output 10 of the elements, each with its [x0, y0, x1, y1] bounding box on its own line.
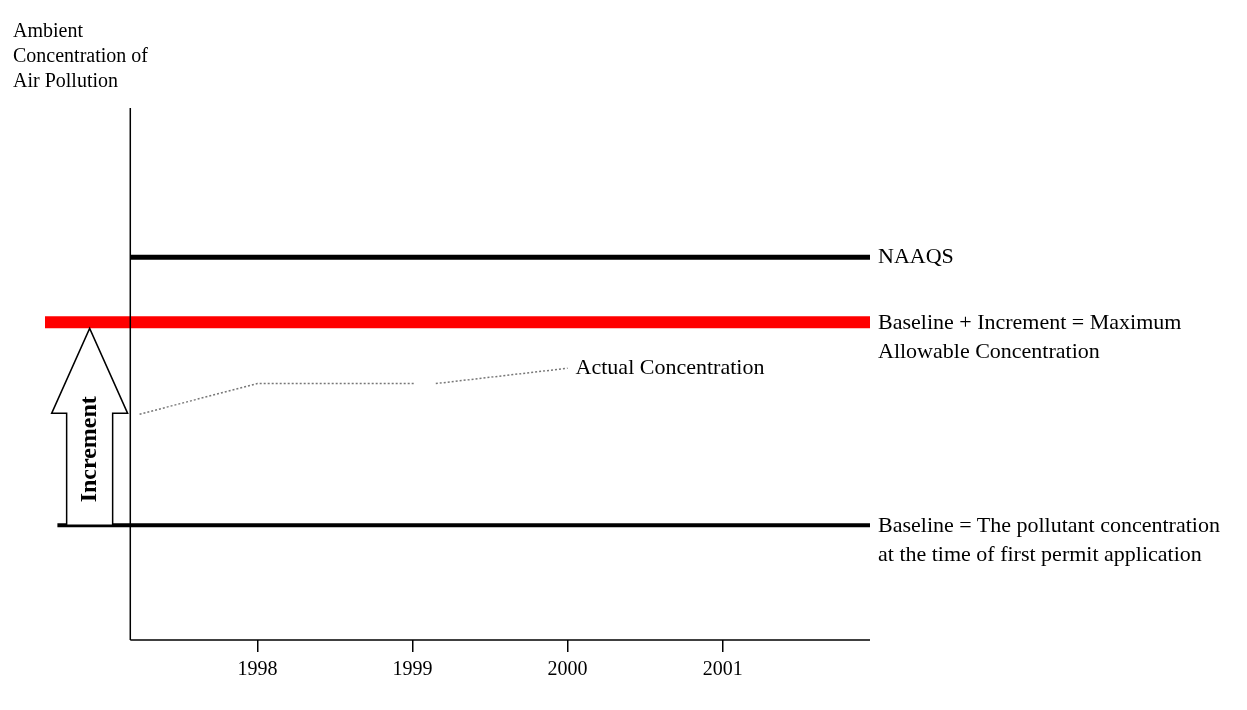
- series-label: Actual Concentration: [575, 354, 765, 380]
- x-tick-label: 2001: [702, 657, 743, 680]
- series-label: NAAQS: [878, 243, 954, 269]
- annotation: Increment: [74, 396, 101, 503]
- series-label: Baseline + Increment = Maximum Allowable Concentration: [878, 309, 1182, 364]
- x-tick-label: 1999: [392, 657, 433, 680]
- x-tick-label: 2000: [547, 657, 588, 680]
- x-tick-label: 1998: [237, 657, 278, 680]
- text: Ambient Concentration of Air Pollution: [13, 19, 149, 92]
- series-label: Baseline = The pollutant concentration at the time of first permit application: [878, 511, 1220, 566]
